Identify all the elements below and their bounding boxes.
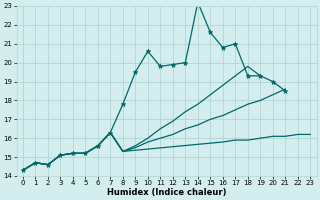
X-axis label: Humidex (Indice chaleur): Humidex (Indice chaleur) (107, 188, 226, 197)
